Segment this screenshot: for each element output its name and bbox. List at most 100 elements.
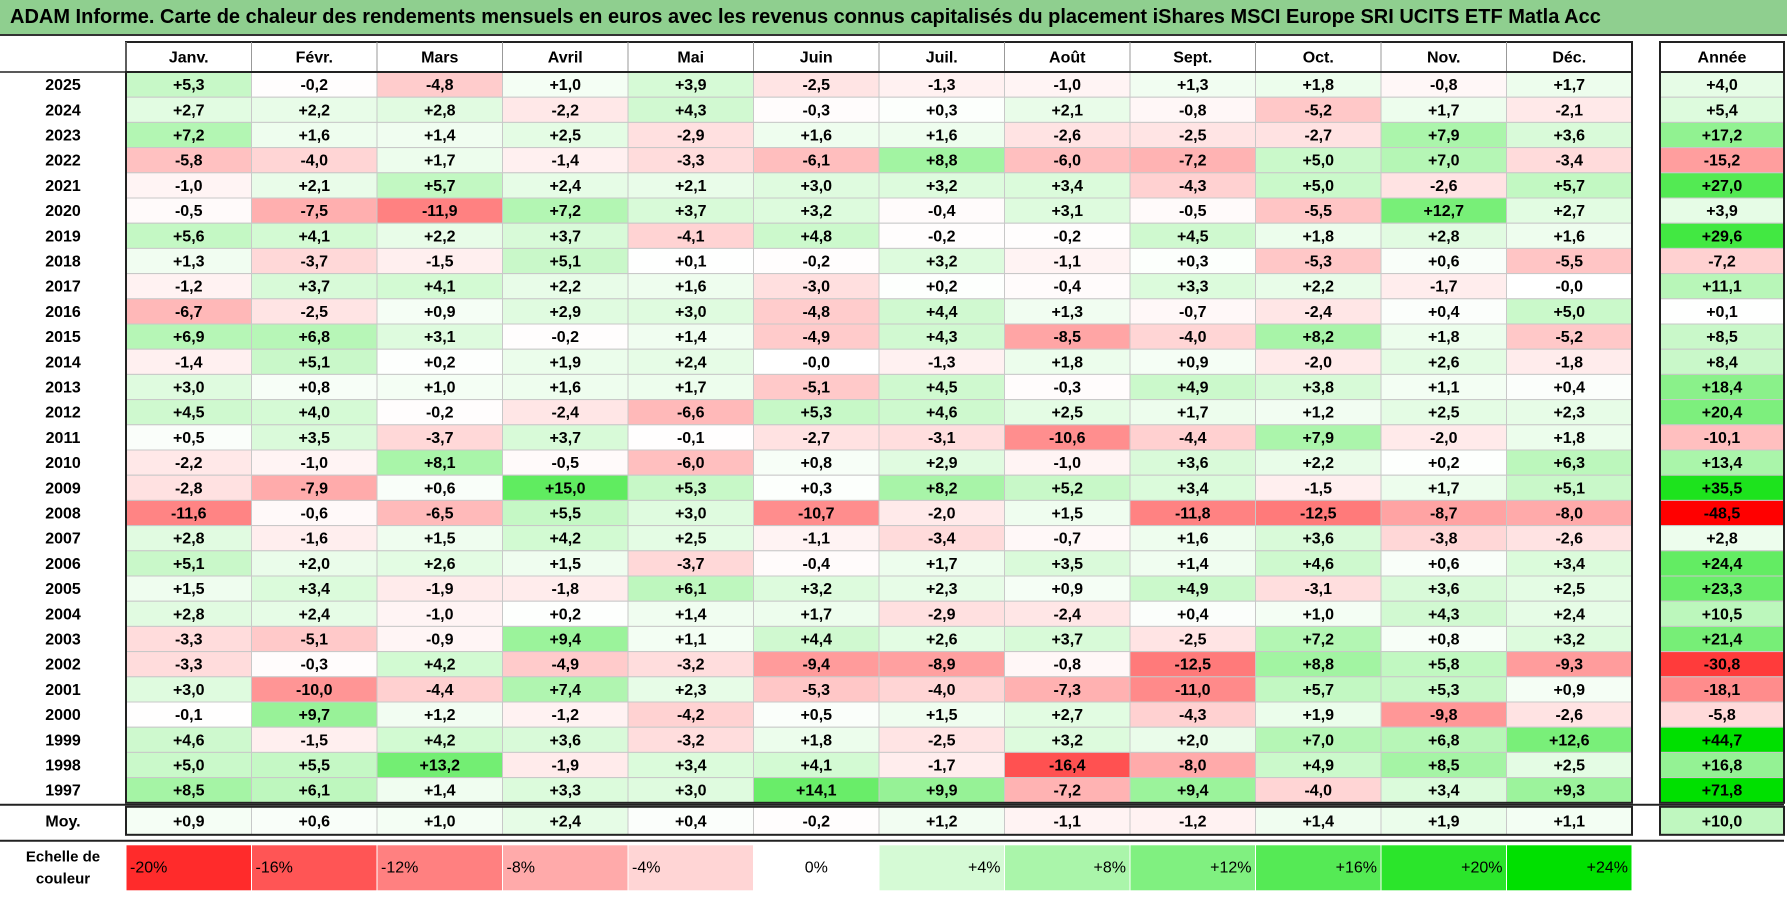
cell-value: -5,2	[1555, 329, 1583, 346]
cell-value: -2,4	[1053, 606, 1081, 623]
cell-value: +1,8	[1428, 329, 1460, 346]
heatmap-cell	[1255, 147, 1382, 174]
heatmap-cell	[753, 247, 880, 275]
row-year-label: 2007	[45, 531, 81, 548]
cell-value: -2,4	[1304, 304, 1332, 321]
heatmap-cell	[753, 273, 880, 300]
heatmap-cell	[627, 373, 754, 401]
heatmap-cell	[1004, 751, 1131, 779]
cell-value: +4,6	[926, 405, 958, 422]
cell-value: +5,3	[173, 77, 205, 94]
cell-value: -5,1	[802, 380, 830, 397]
cell-value: -2,0	[1430, 430, 1458, 447]
cell-value: +5,3	[800, 405, 832, 422]
scale-swatch	[753, 844, 880, 892]
heatmap-cell	[1255, 726, 1382, 753]
heatmap-cell	[1129, 197, 1256, 224]
cell-value: +2,8	[173, 606, 205, 623]
heatmap-cell	[1129, 550, 1256, 577]
cell-value: -4,4	[1179, 430, 1207, 447]
heatmap-cell	[1380, 499, 1507, 527]
cell-value: -0,2	[802, 254, 830, 271]
heatmap-cell	[627, 575, 754, 602]
cell-value: +2,6	[1428, 354, 1460, 371]
average-annual-cell	[1659, 805, 1785, 836]
annual-value: -15,2	[1704, 153, 1741, 170]
annual-value: -30,8	[1704, 657, 1741, 674]
row-year-label: 2016	[45, 304, 81, 321]
heatmap-cell	[1506, 676, 1633, 703]
cell-value: +9,3	[1553, 783, 1585, 800]
heatmap-cell	[1380, 247, 1507, 275]
cell-value: +1,4	[675, 606, 707, 623]
heatmap-cell	[1506, 399, 1633, 426]
cell-value: -3,7	[426, 430, 454, 447]
cell-value: +3,3	[549, 783, 581, 800]
cell-value: -11,8	[1175, 506, 1211, 523]
cell-value: -8,5	[1053, 329, 1081, 346]
annual-value: +29,6	[1702, 228, 1743, 245]
cell-value: +2,2	[1302, 455, 1334, 472]
cell-value: +1,7	[1428, 480, 1460, 497]
cell-value: +5,1	[1553, 480, 1585, 497]
cell-value: +1,5	[173, 581, 205, 598]
row-year-label: 2003	[45, 632, 81, 649]
row-year-label: 2017	[45, 279, 81, 296]
row-year-label: 2012	[45, 405, 81, 422]
cell-value: +8,8	[926, 153, 958, 170]
cell-value: -2,5	[928, 732, 956, 749]
cell-value: +7,2	[549, 203, 581, 220]
cell-value: +4,6	[173, 732, 205, 749]
cell-value: -3,0	[802, 279, 830, 296]
cell-value: -3,7	[677, 556, 705, 573]
row-year-label: 2008	[45, 506, 81, 523]
cell-value: +3,4	[1051, 178, 1083, 195]
heatmap-cell	[251, 676, 378, 703]
cell-value: +2,0	[1177, 732, 1209, 749]
cell-value: -0,4	[928, 203, 956, 220]
heatmap-cell	[502, 197, 629, 224]
cell-value: -7,3	[1053, 682, 1081, 699]
cell-value: +5,7	[1302, 682, 1334, 699]
cell-value: -0,6	[300, 506, 328, 523]
heatmap-cell	[1129, 449, 1256, 476]
cell-value: +1,4	[1177, 556, 1209, 573]
cell-value: +0,1	[675, 254, 707, 271]
heatmap-cell	[878, 726, 1005, 753]
cell-value: -1,1	[1053, 254, 1081, 271]
cell-value: +1,2	[424, 707, 456, 724]
heatmap-cell	[502, 575, 629, 602]
average-label: Moy.	[45, 813, 80, 830]
scale-swatch	[125, 844, 252, 892]
heatmap-cell	[1004, 575, 1131, 602]
scale-swatch	[627, 844, 754, 892]
annual-cell	[1659, 777, 1785, 804]
heatmap-cell	[1506, 172, 1633, 199]
cell-value: -4,8	[802, 304, 830, 321]
scale-label-line1: Echelle de	[26, 848, 100, 865]
cell-value: +2,2	[1302, 279, 1334, 296]
cell-value: +4,3	[675, 102, 707, 119]
cell-value: +2,7	[173, 102, 205, 119]
heatmap-cell	[1255, 575, 1382, 602]
annual-value: +16,8	[1702, 758, 1743, 775]
cell-value: -0,1	[175, 707, 203, 724]
heatmap-cell	[376, 701, 503, 728]
cell-value: -8,9	[928, 657, 956, 674]
average-value: +1,4	[1302, 813, 1334, 830]
cell-value: +4,9	[1177, 581, 1209, 598]
row-year-label: 2015	[45, 329, 81, 346]
cell-value: -2,7	[802, 430, 830, 447]
heatmap-cell	[1129, 273, 1256, 300]
row-year-label: 2002	[45, 657, 81, 674]
row-year-label: 2013	[45, 380, 81, 397]
cell-value: +1,1	[1428, 380, 1460, 397]
annual-value: -5,8	[1708, 707, 1736, 724]
heatmap-cell	[627, 273, 754, 300]
cell-value: +4,3	[1428, 606, 1460, 623]
cell-value: +4,2	[424, 732, 456, 749]
average-cell	[376, 806, 503, 836]
heatmap-cell	[502, 625, 629, 653]
heatmap-cell	[1380, 550, 1507, 577]
cell-value: -5,5	[1304, 203, 1332, 220]
